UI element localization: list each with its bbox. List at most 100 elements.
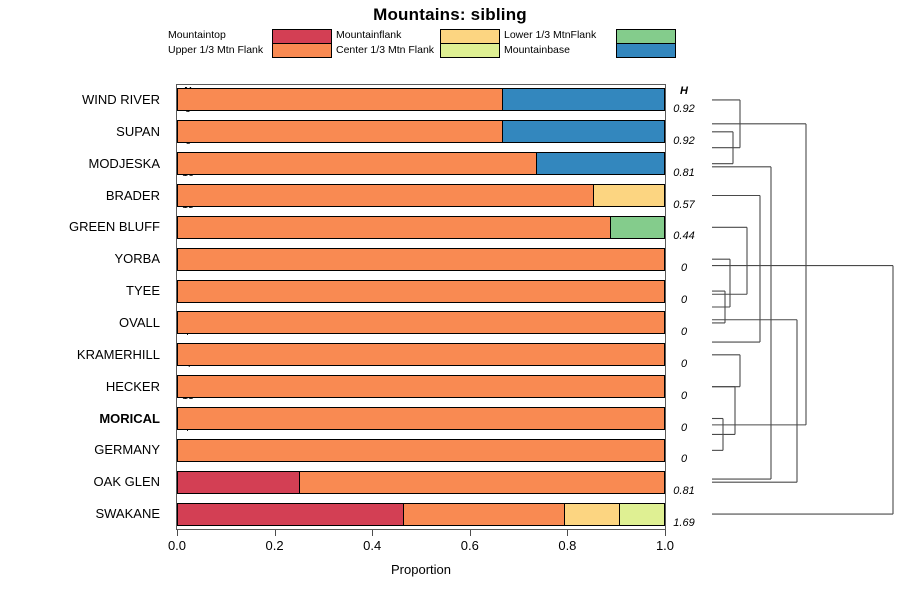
legend-labels-0: Mountaintop Upper 1/3 Mtn Flank bbox=[168, 28, 263, 57]
legend-swatch-upper-third bbox=[273, 43, 331, 57]
bar-segment[interactable] bbox=[178, 248, 664, 270]
h-column-header: H bbox=[680, 85, 688, 97]
x-axis-tick bbox=[177, 530, 178, 536]
bar-segment[interactable] bbox=[178, 89, 503, 111]
x-axis-tick-label: 1.0 bbox=[655, 538, 675, 553]
row-label: WIND RIVER bbox=[82, 91, 160, 107]
bar-segment[interactable] bbox=[178, 185, 595, 206]
x-axis-tick-label: 0.6 bbox=[460, 538, 479, 553]
bar-segment[interactable] bbox=[178, 376, 664, 398]
row-label: MODJESKA bbox=[88, 155, 160, 171]
page-title: Mountains: sibling bbox=[373, 5, 527, 24]
row-diversity-value: 0 bbox=[680, 357, 688, 370]
stacked-bar-row[interactable] bbox=[177, 184, 665, 207]
diversity-column: H 0.92 0.92 0.81 0.57 0.44 0 0 0 0 0 0 0 0.81 1.69 bbox=[666, 84, 706, 530]
row-label: GREEN BLUFF bbox=[68, 219, 160, 235]
row-diversity-value: 0 bbox=[680, 421, 688, 434]
row-label: YORBA bbox=[114, 251, 160, 267]
row-diversity-value: 0 bbox=[680, 294, 688, 307]
stacked-bars bbox=[177, 84, 665, 530]
bar-segment[interactable] bbox=[178, 439, 664, 461]
legend-swatches-2 bbox=[616, 29, 676, 58]
bar-segment[interactable] bbox=[501, 89, 664, 111]
legend-swatches-1 bbox=[440, 29, 500, 58]
stacked-bar-row[interactable] bbox=[177, 502, 665, 526]
legend: Mountaintop Upper 1/3 Mtn Flank Mountain… bbox=[168, 28, 680, 60]
x-axis-label: Proportion bbox=[391, 562, 451, 577]
x-axis-tick bbox=[567, 530, 569, 536]
x-axis-tick bbox=[274, 530, 276, 536]
bar-segment[interactable] bbox=[536, 153, 664, 175]
row-label: MORICAL bbox=[99, 410, 160, 426]
category-axis-labels: WIND RIVER SUPAN MODJESKA BRADER GREEN BLUFF… bbox=[0, 84, 168, 530]
row-label: SWAKANE bbox=[95, 506, 160, 522]
bar-segment[interactable] bbox=[178, 503, 404, 525]
stacked-bar-row[interactable] bbox=[177, 470, 665, 494]
stacked-bar-row[interactable] bbox=[177, 407, 665, 430]
bar-segment[interactable] bbox=[178, 471, 300, 493]
bar-segment[interactable] bbox=[298, 471, 664, 493]
legend-label-mountainflank: Mountainflank bbox=[336, 29, 402, 41]
legend-label-mountaintop: Mountaintop bbox=[168, 29, 226, 41]
row-label: GERMANY bbox=[94, 442, 160, 458]
stacked-bar-row[interactable] bbox=[177, 120, 665, 144]
legend-swatches-0 bbox=[272, 29, 332, 58]
row-diversity-value: 0.81 bbox=[673, 485, 695, 498]
x-axis-tick bbox=[469, 530, 471, 536]
legend-column-0: Mountaintop Upper 1/3 Mtn Flank bbox=[168, 28, 332, 60]
legend-swatch-mountaintop bbox=[273, 30, 331, 44]
x-axis-tick-label: 0.8 bbox=[558, 538, 577, 553]
row-label: SUPAN bbox=[116, 123, 160, 139]
row-diversity-value: 0.92 bbox=[673, 102, 695, 115]
bar-segment[interactable] bbox=[178, 312, 664, 334]
row-diversity-value: 1.69 bbox=[673, 517, 695, 530]
row-diversity-value: 0.44 bbox=[673, 230, 695, 243]
row-label: TYEE bbox=[126, 283, 160, 299]
legend-label-upper-third: Upper 1/3 Mtn Flank bbox=[168, 43, 264, 56]
legend-labels-1: Mountainflank Center 1/3 Mtn Flank bbox=[336, 28, 434, 57]
bar-segment[interactable] bbox=[402, 503, 566, 525]
stacked-bar-row[interactable] bbox=[177, 279, 665, 303]
legend-column-2: Lower 1/3 MtnFlank Mountainbase bbox=[504, 28, 676, 60]
stacked-bar-row[interactable] bbox=[177, 375, 665, 399]
legend-swatch-mountainflank bbox=[441, 30, 499, 44]
bar-segment[interactable] bbox=[178, 408, 664, 429]
legend-label-mountainbase: Mountainbase bbox=[504, 43, 570, 56]
x-axis-tick-label: 0.0 bbox=[167, 538, 187, 553]
legend-label-center-third: Center 1/3 Mtn Flank bbox=[336, 43, 435, 56]
bar-segment[interactable] bbox=[564, 503, 620, 525]
stacked-bar-row[interactable] bbox=[177, 247, 665, 271]
bar-segment[interactable] bbox=[178, 344, 664, 366]
row-diversity-value: 0 bbox=[680, 262, 688, 275]
legend-labels-2: Lower 1/3 MtnFlank Mountainbase bbox=[504, 28, 596, 57]
stacked-bar-row[interactable] bbox=[177, 88, 665, 112]
stacked-bar-row[interactable] bbox=[177, 152, 665, 176]
row-label: HECKER bbox=[105, 378, 160, 394]
bar-segment[interactable] bbox=[618, 503, 664, 525]
legend-column-1: Mountainflank Center 1/3 Mtn Flank bbox=[336, 28, 500, 60]
row-label: BRADER bbox=[105, 187, 160, 203]
x-axis: Proportion 0.0 0.2 0.4 0.6 0.8 1.0 bbox=[168, 530, 674, 580]
row-diversity-value: 0 bbox=[680, 453, 688, 466]
legend-swatch-lower-third bbox=[617, 30, 675, 44]
bar-segment[interactable] bbox=[609, 216, 664, 238]
dendrogram bbox=[700, 84, 900, 530]
bar-segment[interactable] bbox=[178, 216, 611, 238]
legend-label-lower-third: Lower 1/3 MtnFlank bbox=[504, 29, 597, 41]
row-diversity-value: 0.92 bbox=[673, 134, 695, 147]
x-axis-tick-label: 0.4 bbox=[363, 538, 382, 553]
bar-segment[interactable] bbox=[178, 121, 503, 143]
bar-segment[interactable] bbox=[593, 185, 664, 206]
row-diversity-value: 0 bbox=[680, 325, 688, 338]
row-diversity-value: 0.81 bbox=[673, 166, 695, 179]
bar-segment[interactable] bbox=[501, 121, 664, 143]
x-axis-tick-label: 0.2 bbox=[265, 538, 284, 553]
stacked-bar-row[interactable] bbox=[177, 311, 665, 335]
stacked-bar-row[interactable] bbox=[177, 343, 665, 367]
bar-segment[interactable] bbox=[178, 280, 664, 302]
bar-segment[interactable] bbox=[178, 153, 538, 175]
stacked-bar-row[interactable] bbox=[177, 438, 665, 462]
x-axis-tick bbox=[372, 530, 374, 536]
stacked-bar-row[interactable] bbox=[177, 215, 665, 239]
